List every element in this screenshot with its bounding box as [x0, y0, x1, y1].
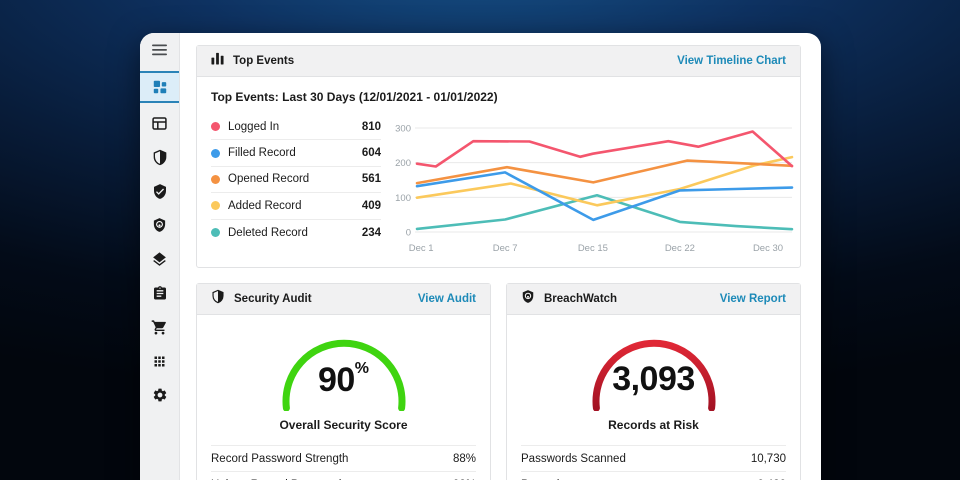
- legend-dot-logged-in: [211, 122, 220, 132]
- svg-text:200: 200: [395, 158, 411, 169]
- layers-icon: [151, 251, 168, 268]
- gear-icon: [152, 387, 168, 403]
- shield-half-icon: [152, 149, 168, 166]
- sidebar-item-console[interactable]: [140, 106, 179, 140]
- stat-value: 88%: [452, 452, 476, 465]
- legend-row: Added Record 409: [211, 193, 381, 220]
- sidebar-item-compliance[interactable]: [140, 174, 179, 208]
- stat-label: Unique Record Password: [211, 479, 341, 480]
- hamburger-icon: [152, 44, 167, 56]
- breachwatch-stats: Passwords Scanned 10,730 Passed 6,430: [521, 445, 786, 480]
- security-score-value: 90%: [317, 360, 370, 399]
- stat-value: 98%: [453, 479, 476, 480]
- sidebar-item-apps[interactable]: [140, 344, 179, 378]
- security-audit-stats: Record Password Strength 88% Unique Reco…: [211, 445, 476, 480]
- breachwatch-panel: BreachWatch View Report 3,093: [506, 283, 801, 480]
- sidebar-item-settings[interactable]: [140, 378, 179, 412]
- legend-value: 604: [361, 147, 381, 160]
- stat-row: Passed 6,430: [521, 471, 786, 480]
- sidebar-nav: [140, 33, 180, 480]
- sidebar-item-marketplace[interactable]: [140, 310, 179, 344]
- sidebar-item-security-audit[interactable]: [140, 140, 179, 174]
- records-at-risk-label: Records at Risk: [608, 418, 699, 432]
- security-audit-panel: Security Audit View Audit 90% Overall Se…: [196, 283, 491, 480]
- svg-text:Dec 1: Dec 1: [409, 243, 434, 254]
- svg-text:Dec 7: Dec 7: [493, 243, 518, 254]
- legend-value: 234: [361, 226, 381, 239]
- stat-row: Record Password Strength 88%: [211, 445, 476, 471]
- shield-scan-icon: [152, 217, 167, 233]
- menu-toggle-button[interactable]: [140, 33, 179, 67]
- grid-dots-icon: [152, 354, 167, 369]
- sidebar-item-dashboard[interactable]: [140, 71, 179, 103]
- legend-label: Deleted Record: [228, 226, 308, 239]
- stat-label: Passwords Scanned: [521, 452, 626, 465]
- stat-row: Unique Record Password 98%: [211, 471, 476, 480]
- security-score-gauge: 90%: [264, 327, 424, 411]
- main-content: Top Events View Timeline Chart Top Event…: [180, 33, 821, 480]
- view-timeline-chart-link[interactable]: View Timeline Chart: [677, 55, 786, 67]
- svg-text:Dec 15: Dec 15: [578, 243, 608, 254]
- legend-value: 810: [361, 120, 381, 133]
- events-line-chart: 0 100 200 300 Dec 1 Dec 7 Dec 15 Dec 22 Dec 30: [395, 116, 795, 263]
- svg-text:0: 0: [406, 228, 411, 239]
- legend-row: Logged In 810: [211, 114, 381, 141]
- legend-dot-added-record: [211, 201, 220, 211]
- view-audit-link[interactable]: View Audit: [417, 293, 476, 305]
- top-events-header: Top Events View Timeline Chart: [197, 46, 800, 77]
- legend-label: Logged In: [228, 120, 280, 133]
- records-at-risk-value: 3,093: [612, 360, 695, 398]
- legend-value: 561: [361, 173, 381, 186]
- layout-icon: [151, 115, 168, 132]
- panel-title: Top Events: [233, 55, 295, 67]
- stat-row: Passwords Scanned 10,730: [521, 445, 786, 471]
- legend-value: 409: [361, 199, 381, 212]
- legend-label: Opened Record: [228, 173, 310, 186]
- stat-label: Record Password Strength: [211, 452, 349, 465]
- gauge-arc-green: [282, 339, 405, 411]
- events-legend: Logged In 810 Filled Record 604 Opened R…: [211, 114, 381, 246]
- panel-title: Security Audit: [234, 293, 312, 305]
- legend-label: Added Record: [228, 199, 302, 212]
- legend-row: Deleted Record 234: [211, 220, 381, 246]
- svg-text:100: 100: [395, 193, 411, 204]
- legend-dot-deleted-record: [211, 228, 220, 238]
- view-report-link[interactable]: View Report: [719, 293, 786, 305]
- legend-row: Filled Record 604: [211, 140, 381, 167]
- security-score-label: Overall Security Score: [279, 418, 408, 432]
- gauge-arc-red: [592, 339, 715, 411]
- records-at-risk-gauge: 3,093: [574, 327, 734, 411]
- cart-icon: [151, 319, 168, 336]
- stat-value: 6,430: [757, 479, 786, 480]
- sidebar-item-breachwatch[interactable]: [140, 208, 179, 242]
- shield-check-icon: [152, 183, 168, 200]
- shield-half-icon: [211, 289, 225, 309]
- legend-row: Opened Record 561: [211, 167, 381, 194]
- clipboard-icon: [152, 285, 168, 302]
- security-audit-header: Security Audit View Audit: [197, 284, 490, 315]
- sidebar-item-admin-tasks[interactable]: [140, 276, 179, 310]
- sidebar-item-reporting[interactable]: [140, 242, 179, 276]
- breachwatch-header: BreachWatch View Report: [507, 284, 800, 315]
- legend-label: Filled Record: [228, 147, 296, 160]
- stat-value: 10,730: [750, 452, 786, 465]
- dashboard-icon: [152, 79, 168, 95]
- svg-text:Dec 22: Dec 22: [665, 243, 695, 254]
- stat-label: Passed: [521, 479, 559, 480]
- top-events-subtitle: Top Events: Last 30 Days (12/01/2021 - 0…: [211, 90, 498, 104]
- panel-title: BreachWatch: [544, 293, 618, 305]
- bar-chart-icon: [211, 52, 224, 70]
- top-events-panel: Top Events View Timeline Chart Top Event…: [196, 45, 801, 268]
- svg-text:300: 300: [395, 124, 411, 135]
- svg-text:Dec 30: Dec 30: [753, 243, 783, 254]
- admin-console-window: Top Events View Timeline Chart Top Event…: [140, 33, 821, 480]
- legend-dot-filled-record: [211, 148, 220, 158]
- breachwatch-shield-icon: [521, 289, 535, 309]
- legend-dot-opened-record: [211, 174, 220, 184]
